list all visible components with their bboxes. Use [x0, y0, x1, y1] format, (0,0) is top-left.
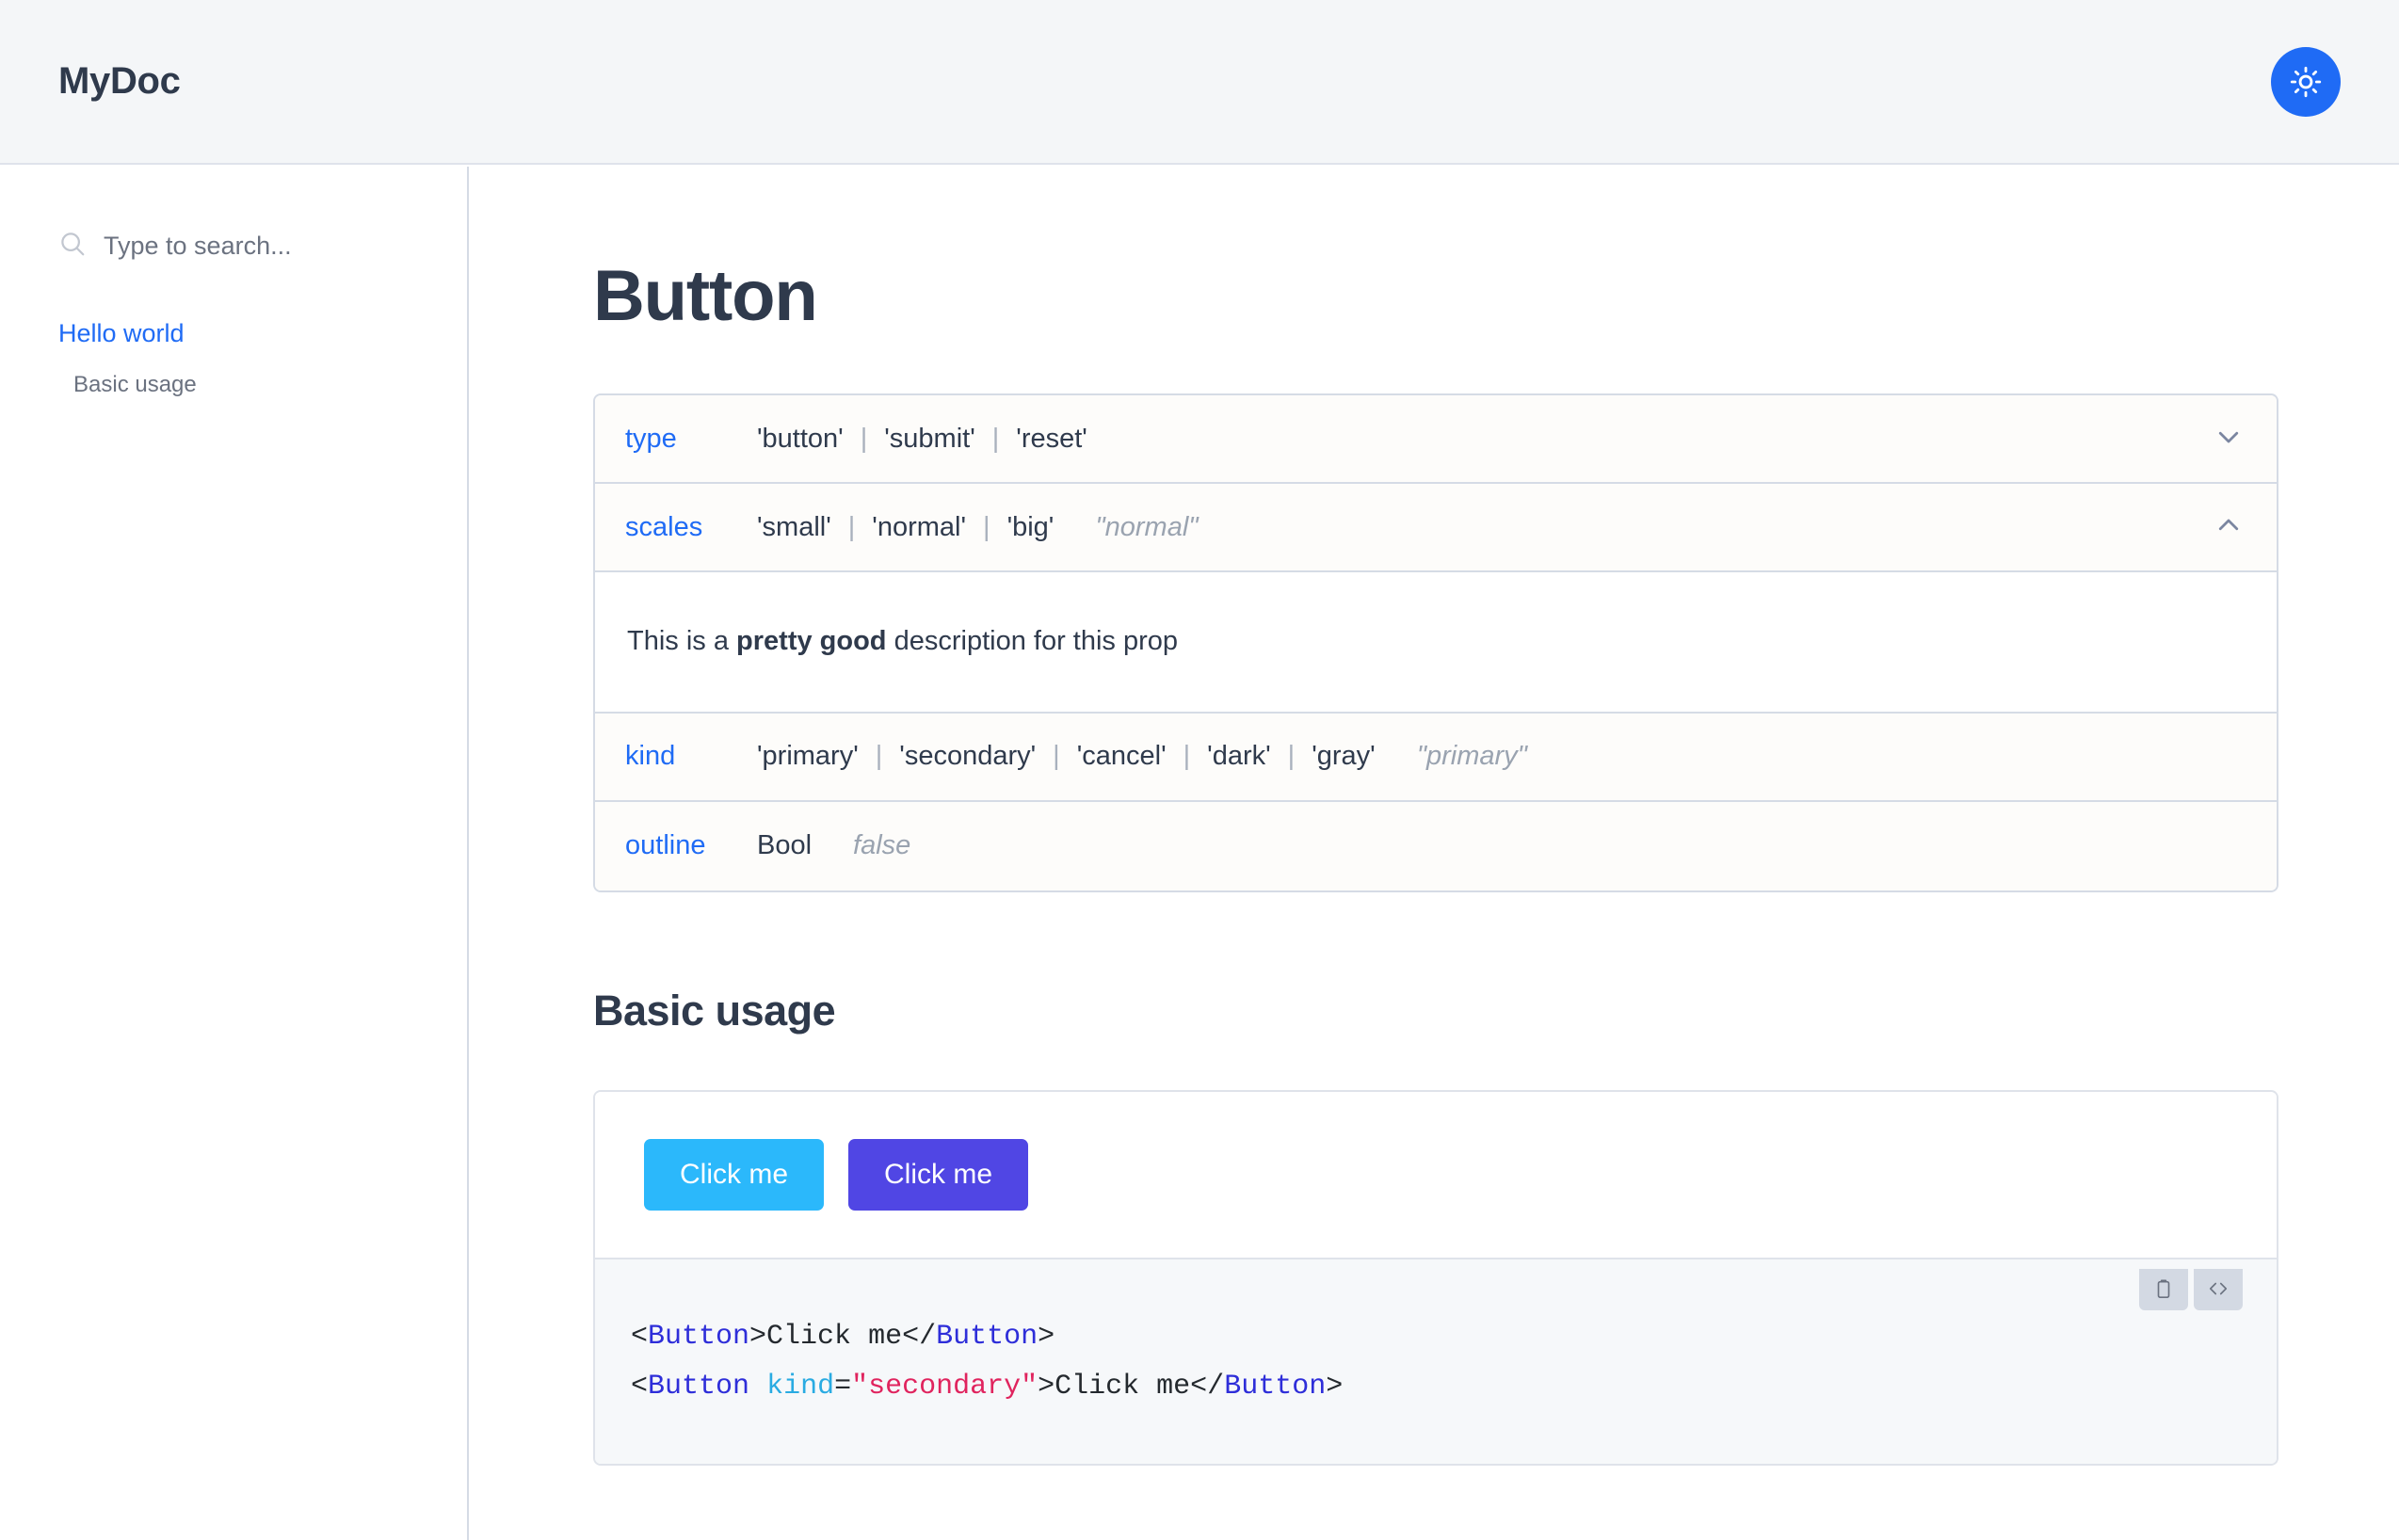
prop-name-type: type	[625, 423, 677, 454]
prop-values-scales: 'small' | 'normal' | 'big'	[757, 512, 1054, 543]
search-box[interactable]	[0, 225, 467, 266]
prop-value: 'submit'	[884, 423, 975, 454]
prop-value: 'dark'	[1207, 741, 1271, 771]
description-text-bold: pretty good	[736, 626, 887, 656]
sidebar-item-basic-usage[interactable]: Basic usage	[73, 372, 197, 398]
prop-value: 'cancel'	[1076, 741, 1167, 771]
demo-button-secondary[interactable]: Click me	[848, 1138, 1029, 1211]
prop-value: 'secondary'	[899, 741, 1037, 771]
code-area: <Button>Click me</Button> <Button kind="…	[595, 1258, 2277, 1464]
code-toolbar	[2139, 1269, 2243, 1310]
prop-value: Bool	[757, 830, 813, 860]
code-snippet: <Button>Click me</Button> <Button kind="…	[631, 1312, 2228, 1411]
prop-value: 'big'	[1006, 511, 1055, 542]
code-token-tag: Button	[936, 1321, 1038, 1353]
prop-name-outline: outline	[625, 830, 706, 860]
demo-block: Click me Click me	[593, 1089, 2278, 1466]
page-title: Button	[593, 256, 818, 336]
code-token-punc: >	[1038, 1321, 1055, 1353]
value-separator: |	[847, 511, 856, 542]
main-content: Button type 'button' | 'submit' | 'reset…	[471, 167, 2399, 1540]
chevron-up-icon[interactable]	[2214, 511, 2243, 544]
toggle-code-button[interactable]	[2194, 1269, 2243, 1310]
value-separator: |	[860, 423, 868, 454]
code-icon	[2207, 1278, 2230, 1302]
description-text-prefix: This is a	[627, 626, 737, 656]
prop-description-scales: This is a pretty good description for th…	[595, 572, 2277, 714]
code-token-punc: <	[631, 1321, 649, 1353]
prop-row-type[interactable]: type 'button' | 'submit' | 'reset'	[595, 395, 2277, 484]
prop-row-outline[interactable]: outline Bool false	[595, 801, 2277, 890]
prop-row-kind[interactable]: kind 'primary' | 'secondary' | 'cancel' …	[595, 713, 2277, 802]
prop-value: 'gray'	[1312, 741, 1376, 771]
prop-row-scales[interactable]: scales 'small' | 'normal' | 'big' "norma…	[595, 484, 2277, 572]
sidebar: Hello world Basic usage	[0, 167, 469, 1540]
code-token-tag: Button	[1224, 1370, 1327, 1403]
prop-value: 'button'	[757, 423, 844, 454]
code-token-punc	[749, 1371, 766, 1403]
copy-code-button[interactable]	[2139, 1269, 2188, 1310]
code-token-str: "secondary"	[851, 1370, 1038, 1403]
search-input[interactable]	[104, 231, 424, 261]
value-separator: |	[1053, 741, 1060, 771]
section-title-basic-usage: Basic usage	[593, 986, 836, 1035]
prop-value: 'small'	[757, 511, 831, 542]
demo-button-primary[interactable]: Click me	[644, 1138, 825, 1211]
sun-icon	[2290, 66, 2322, 98]
code-token-punc: =	[834, 1370, 852, 1403]
prop-default-kind: "primary"	[1416, 741, 1527, 771]
prop-default-scales: "normal"	[1095, 511, 1199, 542]
value-separator: |	[875, 741, 883, 771]
prop-values-type: 'button' | 'submit' | 'reset'	[757, 424, 1087, 455]
prop-values-outline: Bool	[757, 830, 812, 861]
code-token-tag: Button	[648, 1370, 750, 1403]
prop-value: 'normal'	[872, 511, 967, 542]
prop-value: 'primary'	[757, 741, 859, 771]
app-title: MyDoc	[58, 60, 181, 102]
props-table: type 'button' | 'submit' | 'reset' scale…	[593, 393, 2278, 892]
code-token-punc: <	[631, 1370, 649, 1403]
code-token-attr: kind	[766, 1370, 835, 1403]
description-text-suffix: description for this prop	[886, 626, 1179, 656]
theme-toggle-button[interactable]	[2271, 46, 2341, 117]
app-header: MyDoc	[0, 0, 2399, 165]
search-icon	[58, 230, 87, 263]
value-separator: |	[991, 423, 1000, 454]
chevron-down-icon[interactable]	[2214, 423, 2243, 456]
prop-value: 'reset'	[1016, 423, 1087, 454]
prop-values-kind: 'primary' | 'secondary' | 'cancel' | 'da…	[757, 741, 1376, 772]
sidebar-item-hello-world[interactable]: Hello world	[58, 319, 185, 347]
code-token-punc: >	[1326, 1370, 1344, 1403]
code-token-tag: Button	[648, 1321, 750, 1353]
prop-name-kind: kind	[625, 741, 676, 771]
value-separator: |	[1287, 741, 1296, 771]
value-separator: |	[1183, 741, 1191, 771]
code-token-punc: >Click me</	[1038, 1370, 1225, 1403]
code-token-punc: >Click me</	[749, 1321, 937, 1353]
value-separator: |	[983, 511, 990, 542]
demo-preview: Click me Click me	[595, 1091, 2277, 1258]
clipboard-icon	[2153, 1278, 2174, 1302]
prop-default-outline: false	[853, 830, 911, 860]
prop-name-scales: scales	[625, 511, 703, 542]
